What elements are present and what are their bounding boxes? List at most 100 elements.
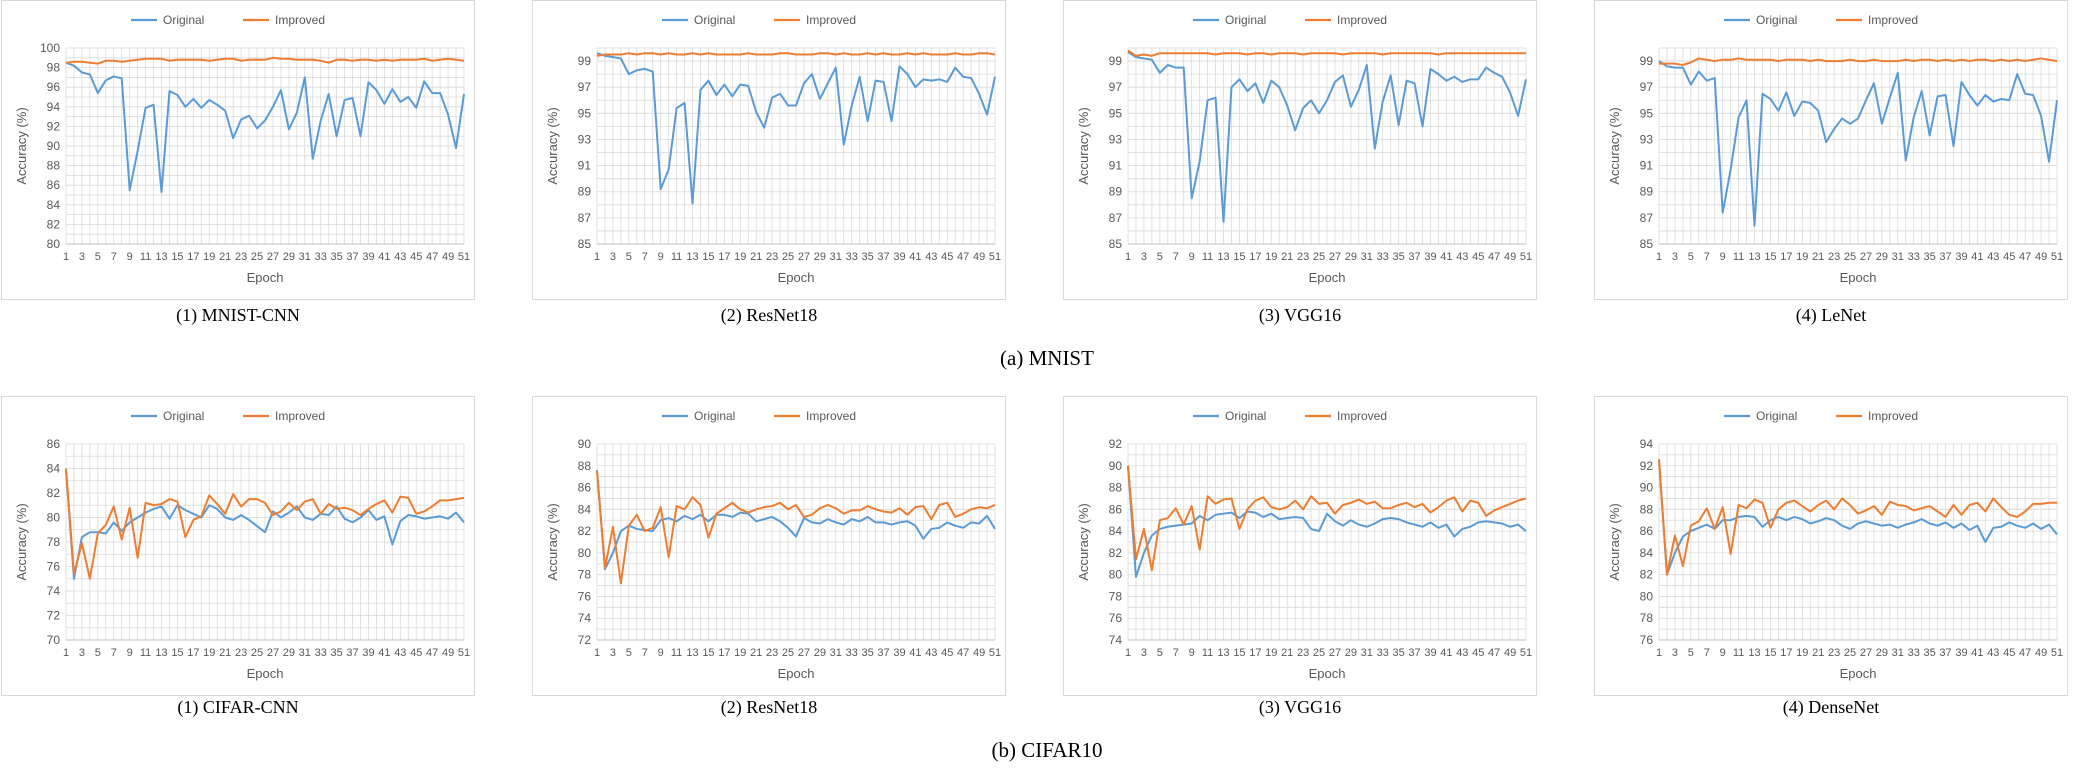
x-tick-label: 33 <box>1377 647 1389 659</box>
legend-label: Original <box>1225 409 1266 423</box>
x-tick-label: 43 <box>1987 251 1999 263</box>
x-tick-label: 17 <box>1780 647 1792 659</box>
y-tick-label: 90 <box>1109 459 1123 473</box>
series-line-original <box>1658 60 2058 227</box>
series-line-improved <box>65 468 465 580</box>
series-line-improved <box>1127 465 1527 572</box>
group-caption-mnist: (a) MNIST <box>1000 346 1094 370</box>
x-tick-label: 37 <box>1408 251 1420 263</box>
y-tick-label: 88 <box>1640 502 1654 516</box>
x-tick-label: 15 <box>702 251 714 263</box>
x-tick-label: 23 <box>1828 647 1840 659</box>
x-tick-label: 51 <box>1520 647 1532 659</box>
chart-caption: (3) VGG16 <box>1258 305 1342 325</box>
x-tick-label: 33 <box>315 251 327 263</box>
x-tick-label: 35 <box>1393 647 1405 659</box>
y-tick-label: 78 <box>47 535 61 549</box>
x-tick-label: 47 <box>2019 647 2031 659</box>
chart-panel: 85 87 89 91 93 95 97 99 1 3 5 7 9 11 13 15 17 19 21 23 25 27 2… <box>532 0 1006 300</box>
y-tick-label: 84 <box>1109 524 1123 538</box>
x-tick-label: 39 <box>362 647 374 659</box>
y-tick-label: 94 <box>1640 437 1654 451</box>
legend-label: Improved <box>806 13 856 27</box>
chart-panel: 80 82 84 86 88 90 92 94 96 98 100 1 3 5 7 9 11 13 15 17 19 21… <box>1 0 475 300</box>
legend-label: Original <box>1756 409 1797 423</box>
x-tick-label: 27 <box>798 647 810 659</box>
x-tick-label: 41 <box>909 251 921 263</box>
y-tick-label: 86 <box>47 178 61 192</box>
x-tick-label: 29 <box>1876 251 1888 263</box>
x-tick-label: 19 <box>1265 647 1277 659</box>
x-tick-label: 47 <box>426 251 438 263</box>
chart-caption: (2) ResNet18 <box>720 305 818 325</box>
y-tick-label: 76 <box>47 560 61 574</box>
x-tick-label: 11 <box>671 647 682 659</box>
x-tick-label: 33 <box>1377 251 1389 263</box>
series-line-improved <box>1127 49 1526 57</box>
x-tick-label: 33 <box>846 647 858 659</box>
y-tick-label: 93 <box>1640 132 1654 146</box>
y-tick-label: 91 <box>578 159 592 173</box>
x-tick-label: 5 <box>1688 251 1694 263</box>
x-tick-label: 37 <box>877 647 889 659</box>
y-tick-label: 76 <box>1640 633 1654 647</box>
x-tick-label: 7 <box>111 251 117 263</box>
x-tick-label: 25 <box>1844 251 1856 263</box>
chart-caption: (1) MNIST-CNN <box>176 305 300 325</box>
x-tick-label: 39 <box>1955 251 1967 263</box>
x-tick-label: 15 <box>702 647 714 659</box>
x-tick-label: 9 <box>127 647 133 659</box>
x-tick-label: 35 <box>1393 251 1405 263</box>
y-tick-label: 97 <box>1640 80 1654 94</box>
y-axis-title: Accuracy (%) <box>1076 107 1091 184</box>
x-tick-label: 49 <box>2035 647 2047 659</box>
x-tick-label: 15 <box>171 251 183 263</box>
x-tick-label: 1 <box>594 647 600 659</box>
y-tick-label: 99 <box>1109 54 1123 68</box>
chart-panel: 76 78 80 82 84 86 88 90 92 94 1 3 5 7 9 11 13 15 17 19 21 23 2… <box>1594 396 2068 696</box>
x-tick-label: 7 <box>111 647 117 659</box>
x-tick-label: 9 <box>658 647 664 659</box>
y-tick-label: 78 <box>1109 589 1123 603</box>
x-tick-label: 41 <box>378 251 390 263</box>
x-tick-label: 29 <box>814 647 826 659</box>
x-tick-label: 3 <box>79 647 85 659</box>
x-tick-label: 17 <box>187 647 199 659</box>
x-tick-label: 47 <box>1488 251 1500 263</box>
x-tick-label: 9 <box>1189 251 1195 263</box>
chart-caption: (4) LeNet <box>1795 305 1867 325</box>
y-axis-title: Accuracy (%) <box>1607 503 1622 580</box>
x-tick-label: 3 <box>1141 251 1147 263</box>
x-tick-label: 21 <box>219 251 231 263</box>
x-tick-label: 33 <box>846 251 858 263</box>
x-tick-label: 5 <box>1688 647 1694 659</box>
x-tick-label: 13 <box>1748 647 1760 659</box>
x-tick-label: 9 <box>658 251 664 263</box>
x-tick-label: 31 <box>299 647 311 659</box>
x-tick-label: 51 <box>989 647 1001 659</box>
series-line-original <box>1127 51 1527 223</box>
x-tick-label: 23 <box>766 647 778 659</box>
chart-caption: (2) ResNet18 <box>720 697 818 717</box>
x-tick-label: 11 <box>140 647 151 659</box>
x-tick-label: 17 <box>187 251 199 263</box>
x-tick-label: 49 <box>1504 647 1516 659</box>
y-tick-label: 86 <box>1640 524 1654 538</box>
x-tick-label: 29 <box>1345 647 1357 659</box>
x-tick-label: 11 <box>1202 647 1213 659</box>
x-tick-label: 1 <box>63 647 69 659</box>
y-tick-label: 92 <box>47 119 61 133</box>
x-tick-label: 17 <box>718 647 730 659</box>
x-tick-label: 51 <box>989 251 1001 263</box>
chart-panel: 70 72 74 76 78 80 82 84 86 1 3 5 7 9 11 13 15 17 19 21 23 25 2… <box>1 396 475 696</box>
x-tick-label: 3 <box>1672 647 1678 659</box>
y-tick-label: 88 <box>578 459 592 473</box>
legend-label: Improved <box>806 409 856 423</box>
y-tick-label: 72 <box>47 609 61 623</box>
y-axis-title: Accuracy (%) <box>1607 107 1622 184</box>
x-tick-label: 5 <box>626 251 632 263</box>
